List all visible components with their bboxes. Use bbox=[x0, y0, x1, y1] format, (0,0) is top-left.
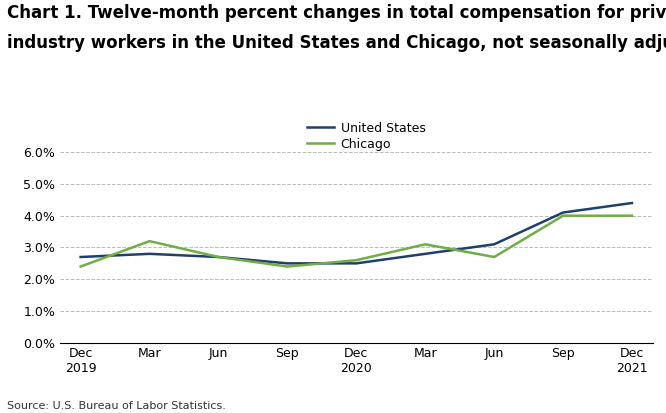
Text: industry workers in the United States and Chicago, not seasonally adjusted: industry workers in the United States an… bbox=[7, 34, 666, 52]
Legend: United States, Chicago: United States, Chicago bbox=[307, 122, 426, 151]
Text: Source: U.S. Bureau of Labor Statistics.: Source: U.S. Bureau of Labor Statistics. bbox=[7, 401, 226, 411]
Text: Chart 1. Twelve-month percent changes in total compensation for private: Chart 1. Twelve-month percent changes in… bbox=[7, 4, 666, 22]
